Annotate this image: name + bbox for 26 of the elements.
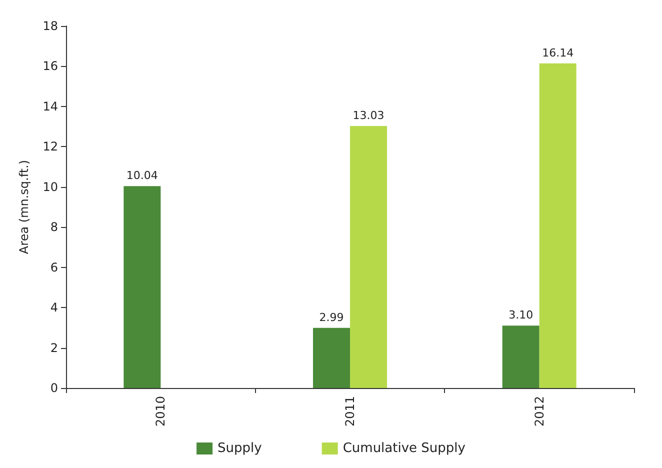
y-tick-label: 12 <box>42 140 58 154</box>
y-tick-label: 0 <box>50 381 58 395</box>
bar <box>539 63 576 388</box>
data-label: 10.04 <box>126 169 158 182</box>
y-tick-label: 16 <box>42 59 58 74</box>
data-label: 3.10 <box>508 308 534 322</box>
y-tick-label: 18 <box>42 19 58 33</box>
data-label: 16.14 <box>542 46 574 60</box>
y-axis-title: Area (mn.sq.ft.) <box>17 160 31 254</box>
x-tick-label: 2012 <box>532 396 546 427</box>
data-label: 2.99 <box>319 310 344 324</box>
bar <box>350 126 387 388</box>
x-tick-label: 2011 <box>343 396 357 427</box>
legend-label: Cumulative Supply <box>342 441 466 456</box>
bar <box>124 186 161 388</box>
data-label: 13.03 <box>352 108 384 122</box>
y-tick-label: 2 <box>50 340 58 355</box>
bar <box>502 326 540 388</box>
y-tick-label: 14 <box>42 99 58 114</box>
x-tick-label: 2010 <box>154 396 168 427</box>
y-tick-label: 4 <box>50 300 58 315</box>
y-tick-label: 10 <box>42 180 58 194</box>
legend-label: Supply <box>218 441 262 456</box>
y-tick-label: 6 <box>50 260 58 274</box>
bar <box>313 328 350 388</box>
y-tick-label: 8 <box>50 220 58 234</box>
